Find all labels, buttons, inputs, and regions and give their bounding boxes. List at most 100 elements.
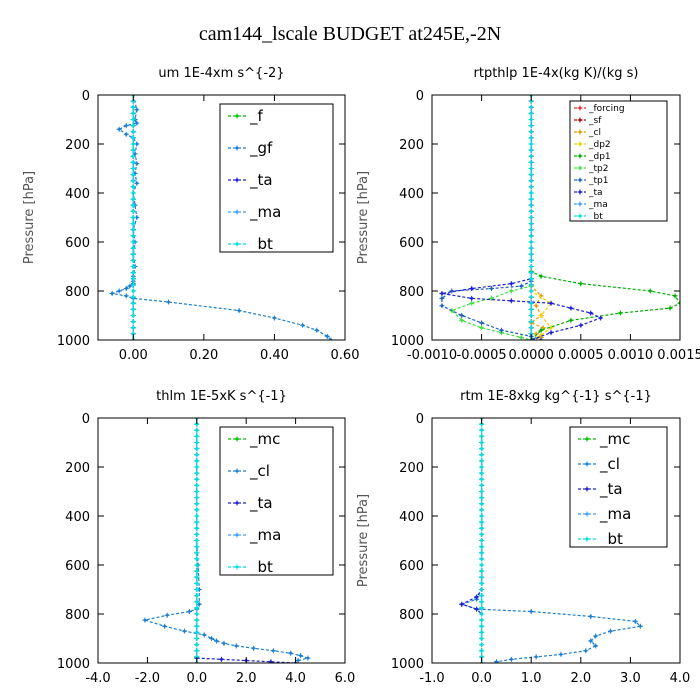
series-gf-point [273,316,276,320]
series-cl-point [163,624,167,628]
y-tick-label: 600 [65,236,90,251]
series-bt-point [529,148,533,152]
series-bt-point [131,105,135,109]
legend-entry-bt-label: _bt [249,235,273,254]
y-tick-label: 200 [399,138,424,153]
series-bt-point [529,99,533,103]
series-bt-point [480,624,483,628]
plot-frame [431,94,681,341]
series-bt-point [195,434,199,438]
series-bt-point [529,179,533,183]
series-bt-point [131,258,135,262]
series-bt-point [131,197,135,201]
series-cl-point [202,633,206,637]
series-bt-point [131,142,135,146]
series-cl-point [197,602,201,606]
series-bt-point [195,594,199,598]
series-bt-point [480,551,483,555]
series-ta-point [475,607,479,611]
y-tick-label: 200 [399,461,424,476]
legend-entry-gf-marker [235,146,239,150]
series-bt-point [529,234,533,238]
series-bt-point [131,240,135,244]
series-bt-point [480,459,483,463]
series-bt-point [480,618,483,622]
series-ta-point [220,657,223,661]
legend-entry-cl-label: _cl [249,462,270,481]
series-dp1-point [677,300,680,306]
series-bt-point [195,581,199,585]
y-tick-label: 1000 [57,657,90,672]
series-cl-point [234,644,238,648]
legend-entry-ma-label: _ma [588,200,608,210]
y-tick-label: 800 [399,608,424,623]
legend-entry-mc-marker [235,437,239,441]
series-bt-point [529,136,533,140]
series-gf-point [135,216,139,219]
series-cl-point [210,637,214,640]
series-bt-point [529,185,533,189]
series-gf-point [124,132,128,136]
plot-frame [431,417,681,664]
series-bt-point [480,496,483,500]
series-bt-point [131,307,135,311]
legend-entry-ta-marker [235,178,239,182]
series-bt-point [195,630,199,634]
series-cl-point [594,634,598,638]
y-tick-label: 0 [82,89,90,104]
chart-panel-3: thlm 1E-5xK s^{-1} 0 200 400 600 800 1000-4.0 -… [57,389,355,686]
series-bt-point [195,514,199,518]
y-tick-label: 400 [399,187,424,202]
x-tick-label: -0.0010 [407,348,457,363]
series-cl-point [541,326,545,330]
series-bt-point [195,612,199,616]
series-bt-point [480,477,483,481]
series-cl-point [289,651,293,655]
series-tp1-line [441,95,542,340]
series-bt-point [480,630,483,634]
series-gf-point [325,334,329,338]
series-bt-point [480,453,483,457]
series-cl-point [222,642,226,645]
series-bt-point [131,326,135,330]
series-bt-point [529,258,533,262]
series-ta-point [470,296,474,300]
series-bt-point [195,539,199,542]
series-dp2-point [539,314,543,317]
legend-entry-bt-marker [235,565,239,569]
series-bt-point [480,520,483,524]
series-bt-point [529,154,533,158]
series-dp1-point [539,274,543,278]
x-tick-label: 0.0 [471,671,492,686]
legend: _forcing _sf _cl _dp2 _dp1 _tp2 _tp1 _ta _ma _bt [569,100,668,222]
series-bt-point [131,173,135,177]
series-bt-point [195,477,199,481]
series-bt-point [131,301,135,305]
y-tick-label: 1000 [391,657,424,672]
series-tp2-line [450,95,532,340]
series-bt-point [131,283,135,287]
series-bt-point [131,167,135,170]
series-dp1-point [569,319,573,322]
x-tick-label: 0.0000 [508,348,554,363]
x-tick-label: 2.0 [236,671,257,686]
legend-entry-ma-marker [585,512,589,516]
series-cl-point [559,653,563,656]
x-tick-label: 0.0015 [657,348,700,363]
x-tick-label: -4.0 [85,671,110,686]
series-ta-point [509,282,513,286]
series-cl-point [584,649,588,653]
series-cl-point [299,654,302,658]
series-gf-point [133,152,137,156]
series-cl-point [306,656,310,660]
series-bt-point [529,271,533,275]
series-bt-point [131,99,135,103]
series-bt-point [131,320,135,324]
y-tick-label: 1000 [391,334,424,349]
series-cl-point [495,660,498,663]
y-tick-label: 400 [65,510,90,525]
series-bt-point [195,588,199,591]
series-bt-point [480,594,483,598]
series-bt-point [131,295,135,299]
